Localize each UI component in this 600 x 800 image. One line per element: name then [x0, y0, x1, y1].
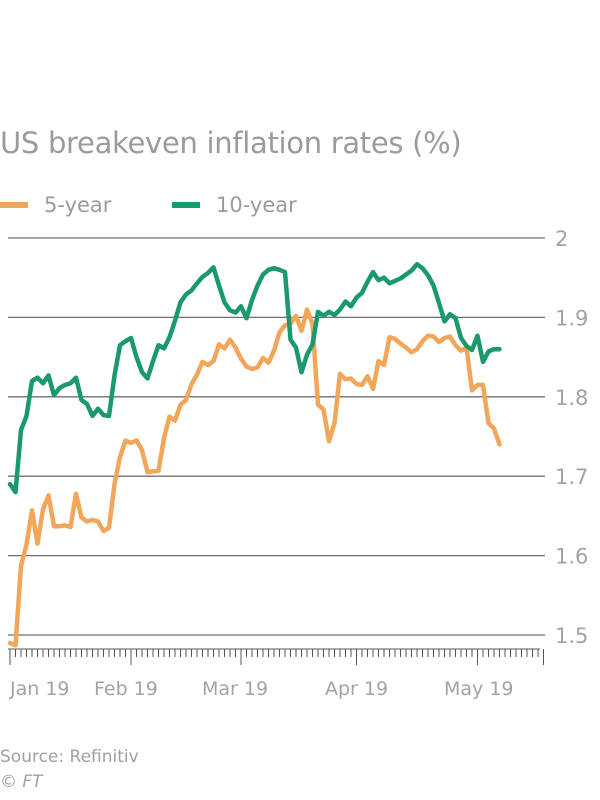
legend-swatch-10-year	[172, 202, 200, 208]
copyright-note: © FT	[0, 772, 43, 792]
legend-item-5-year: 5-year	[0, 193, 111, 217]
y-tick-label: 1.5	[555, 624, 588, 648]
series-lines	[7, 261, 502, 648]
series-line-10-year	[7, 261, 502, 495]
chart-title: US breakeven inflation rates (%)	[0, 126, 462, 160]
y-tick-label: 1.8	[555, 386, 588, 410]
source-note: Source: Refinitiv	[0, 747, 139, 767]
y-tick-label: 2	[555, 227, 568, 251]
y-axis-labels: 1.5 1.6 1.7 1.8 1.9 2	[555, 227, 588, 648]
x-axis	[8, 648, 544, 665]
y-tick-label: 1.6	[555, 545, 588, 569]
series-line-5-year	[7, 307, 502, 648]
x-tick-label: Jan 19	[9, 678, 70, 700]
x-axis-labels: Jan 19 Feb 19 Mar 19 Apr 19 May 19	[9, 678, 514, 700]
legend-item-10-year: 10-year	[172, 193, 297, 217]
legend-label-5-year: 5-year	[44, 193, 112, 217]
x-tick-label: Mar 19	[202, 678, 268, 700]
legend-label-10-year: 10-year	[216, 193, 297, 217]
y-tick-label: 1.9	[555, 306, 588, 330]
gridlines	[8, 237, 545, 636]
x-tick-label: Feb 19	[94, 678, 158, 700]
y-tick-label: 1.7	[555, 465, 588, 489]
legend-swatch-5-year	[0, 202, 28, 208]
x-tick-label: Apr 19	[325, 678, 388, 700]
x-tick-label: May 19	[444, 678, 514, 700]
